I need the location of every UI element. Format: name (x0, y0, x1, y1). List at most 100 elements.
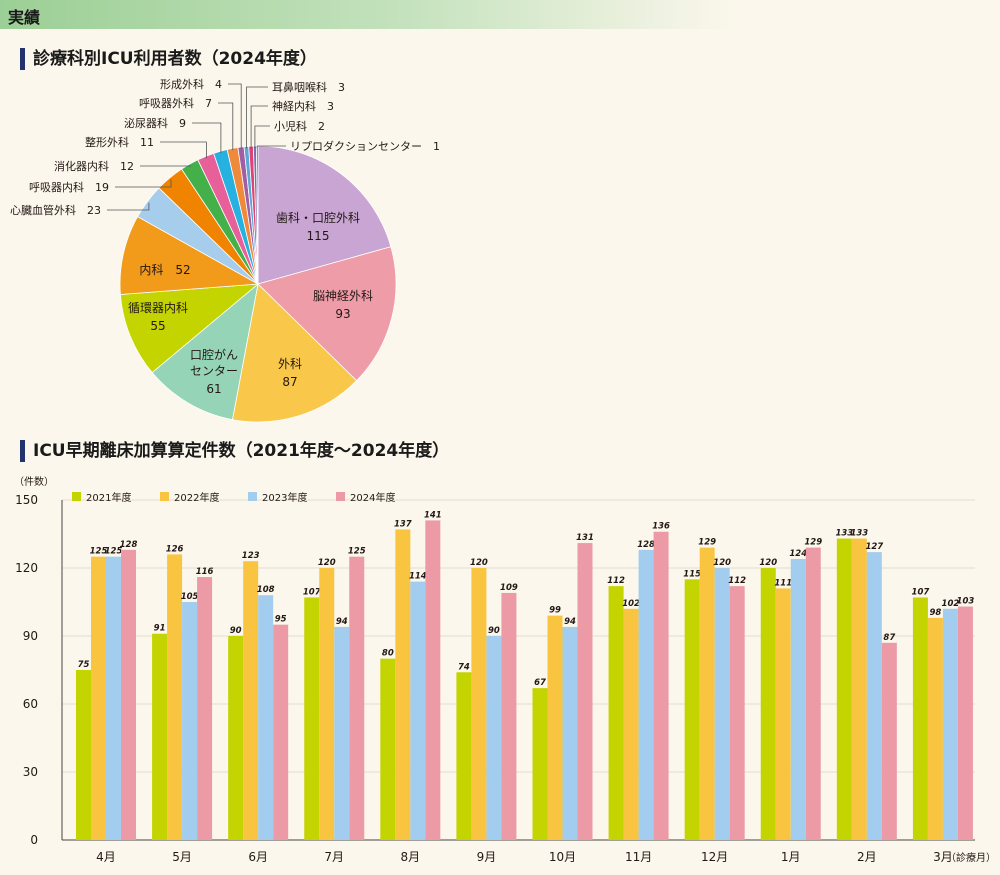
bar-3-2 (334, 626, 350, 840)
bar-value-label-10-3: 87 (883, 633, 895, 643)
x-tick-label-5: 9月 (477, 850, 497, 864)
bar-value-label-7-1: 102 (622, 599, 640, 609)
legend-swatch-1 (160, 492, 169, 501)
bar-7-2 (638, 549, 654, 840)
y-tick-label-90: 90 (23, 629, 38, 643)
bar-value-label-6-1: 99 (549, 606, 561, 616)
bar-0-1 (91, 556, 106, 840)
bar-4-3 (425, 520, 441, 840)
bar-value-label-5-0: 74 (458, 662, 470, 672)
bar-10-1 (851, 538, 867, 840)
pie-leader-label-15: 小児科 2 (254, 119, 325, 148)
section-header-bar: 実績 (0, 0, 735, 29)
x-tick-label-4: 8月 (401, 850, 421, 864)
bar-0-3 (121, 549, 136, 840)
bar-7-0 (608, 586, 624, 840)
bar-10-2 (866, 552, 882, 840)
bar-value-label-3-0: 107 (303, 587, 321, 597)
x-tick-label-3: 7月 (324, 850, 344, 864)
pie-slice-0 (257, 145, 392, 285)
pie-leader-line-6 (107, 202, 150, 211)
bar-8-3 (729, 586, 745, 840)
bar-4-1 (395, 529, 411, 840)
section-header-title: 実績 (8, 8, 41, 27)
bar-11-3 (957, 606, 973, 840)
bar-value-label-5-1: 120 (470, 558, 488, 568)
bar-value-label-1-2: 105 (181, 592, 199, 602)
pie-leader-text-7: 呼吸器内科 19 (29, 180, 109, 194)
bar-1-1 (167, 554, 183, 840)
bar-5-1 (471, 568, 487, 840)
legend-item-3: 2024年度 (336, 491, 395, 504)
pie-leader-label-6: 心臓血管外科 23 (10, 202, 150, 217)
x-axis-label: （診療月） (946, 851, 996, 864)
pie-leader-label-7: 呼吸器内科 19 (29, 179, 172, 194)
x-tick-label-1: 5月 (172, 850, 192, 864)
bar-value-label-7-2: 128 (637, 540, 655, 550)
legend-item-0: 2021年度 (72, 491, 131, 504)
pie-leader-line-11 (218, 102, 234, 151)
x-tick-label-10: 2月 (857, 850, 877, 864)
bar-value-label-10-0: 133 (835, 529, 853, 539)
bar-value-label-4-1: 137 (394, 519, 412, 529)
bar-1-0 (152, 633, 168, 840)
bar-3-0 (304, 597, 320, 840)
pie-slice-name-3: 口腔がんセンター (190, 347, 238, 378)
x-tick-label-7: 11月 (625, 850, 652, 864)
bar-value-label-11-0: 107 (912, 587, 930, 597)
bar-value-label-7-0: 112 (607, 576, 625, 586)
bar-0-0 (76, 670, 91, 840)
x-tick-label-8: 12月 (701, 850, 728, 864)
pie-leader-line-14 (250, 105, 268, 149)
y-tick-label-60: 60 (23, 697, 38, 711)
x-tick-label-6: 10月 (549, 850, 576, 864)
bar-value-label-4-2: 114 (409, 572, 427, 582)
bar-6-3 (577, 543, 593, 840)
pie-slice-3 (151, 282, 259, 421)
bar-value-label-7-3: 136 (652, 522, 670, 532)
pie-leader-label-11: 呼吸器外科 7 (139, 96, 234, 151)
pie-leader-text-14: 神経内科 3 (272, 99, 334, 113)
bar-6-0 (532, 688, 548, 840)
bar-value-label-9-1: 111 (774, 578, 792, 588)
bar-value-label-4-3: 141 (424, 510, 442, 520)
bar-value-label-2-2: 108 (257, 585, 275, 595)
bar-value-label-10-1: 133 (850, 529, 868, 539)
y-tick-label-30: 30 (23, 765, 38, 779)
bar-value-label-1-1: 126 (166, 544, 184, 554)
bar-value-label-9-2: 124 (789, 549, 807, 559)
pie-slice-name-0: 歯科・口腔外科 (276, 210, 360, 225)
bar-value-label-5-2: 90 (488, 626, 500, 636)
bar-5-3 (501, 592, 517, 840)
pie-leader-text-11: 呼吸器外科 7 (139, 96, 212, 110)
bar-8-2 (714, 568, 730, 840)
pie-leader-line-10 (192, 122, 222, 154)
pie-slice-value-4: 55 (150, 319, 165, 333)
bar-3-3 (349, 556, 365, 840)
bar-10-0 (836, 538, 852, 840)
bar-value-label-11-2: 102 (942, 599, 960, 609)
pie-slice-name-2: 外科 (278, 357, 302, 371)
bar-7-3 (653, 531, 669, 840)
bar-3-1 (319, 568, 335, 840)
pie-leader-text-6: 心臓血管外科 23 (10, 203, 101, 217)
legend-swatch-2 (248, 492, 257, 501)
bar-value-label-0-0: 75 (78, 660, 90, 670)
y-axis-label: （件数） (14, 475, 54, 488)
bar-10-3 (881, 642, 897, 840)
bar-11-0 (912, 597, 928, 840)
bar-value-label-3-1: 120 (318, 558, 336, 568)
legend-label-0: 2021年度 (86, 491, 131, 504)
legend-label-3: 2024年度 (350, 491, 395, 504)
pie-slice-label-3: 口腔がんセンター 61 (190, 347, 238, 396)
bar-value-label-8-1: 129 (698, 538, 716, 548)
bar-value-label-1-0: 91 (154, 624, 166, 634)
pie-leader-line-7 (115, 179, 172, 188)
bar-8-1 (699, 547, 715, 840)
pie-leader-text-12: 形成外科 4 (160, 77, 222, 91)
x-tick-label-0: 4月 (96, 850, 116, 864)
bar-value-label-8-2: 120 (713, 558, 731, 568)
bar-value-label-9-0: 120 (759, 558, 777, 568)
